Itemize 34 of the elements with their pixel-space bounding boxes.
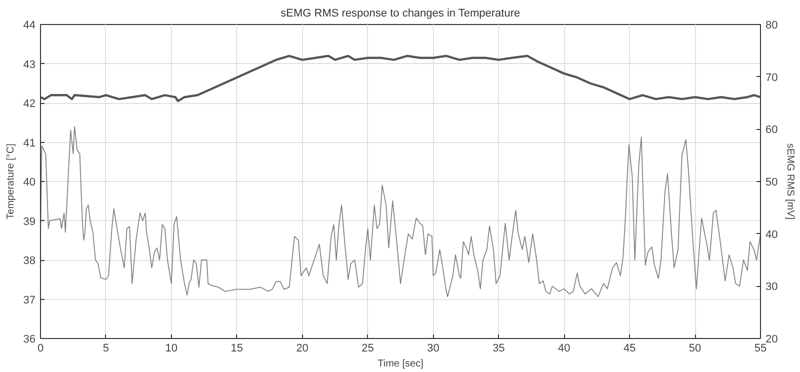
y2-tick-label: 80: [766, 20, 778, 32]
x-tick-label: 50: [688, 342, 702, 354]
y-axis-title: Temperature [°C]: [5, 143, 16, 220]
y-tick-label: 37: [23, 294, 36, 306]
line-series: [40, 126, 760, 298]
y2-tick-label: 50: [766, 176, 778, 188]
y-tick-label: 42: [23, 98, 36, 110]
x-tick-label: 25: [362, 342, 374, 354]
x-tick-label: 30: [427, 342, 440, 354]
x-tick-label: 15: [230, 342, 243, 354]
x-axis-title: Time [sec]: [378, 358, 424, 370]
chart-title: sEMG RMS response to changes in Temperature: [280, 8, 520, 20]
x-tick-label: 20: [296, 342, 308, 354]
y2-tick-label: 60: [766, 124, 778, 136]
y2-axis-title: sEMG RMS [mV]: [784, 143, 796, 220]
y-tick-label: 44: [23, 20, 36, 32]
y-tick-label: 39: [23, 216, 36, 228]
x-tick-label: 45: [623, 342, 636, 354]
y2-tick-label: 30: [766, 281, 778, 294]
line-series: [40, 54, 760, 102]
y-tick-label: 41: [23, 137, 36, 150]
y-tick-label: 38: [23, 255, 36, 267]
x-tick-label: 35: [492, 342, 505, 354]
x-tick-label: 5: [102, 342, 110, 354]
x-tick-label: 55: [754, 342, 767, 354]
y-tick-label: 43: [23, 58, 36, 71]
y-tick-label: 40: [23, 176, 36, 188]
y-tick-label: 36: [23, 334, 36, 346]
x-tick-label: 40: [558, 342, 570, 354]
y2-tick-label: 70: [766, 72, 778, 84]
y2-tick-label: 40: [766, 228, 778, 241]
y2-tick-label: 20: [766, 334, 778, 346]
x-tick-label: 10: [165, 342, 178, 354]
x-tick-label: 0: [37, 342, 44, 354]
